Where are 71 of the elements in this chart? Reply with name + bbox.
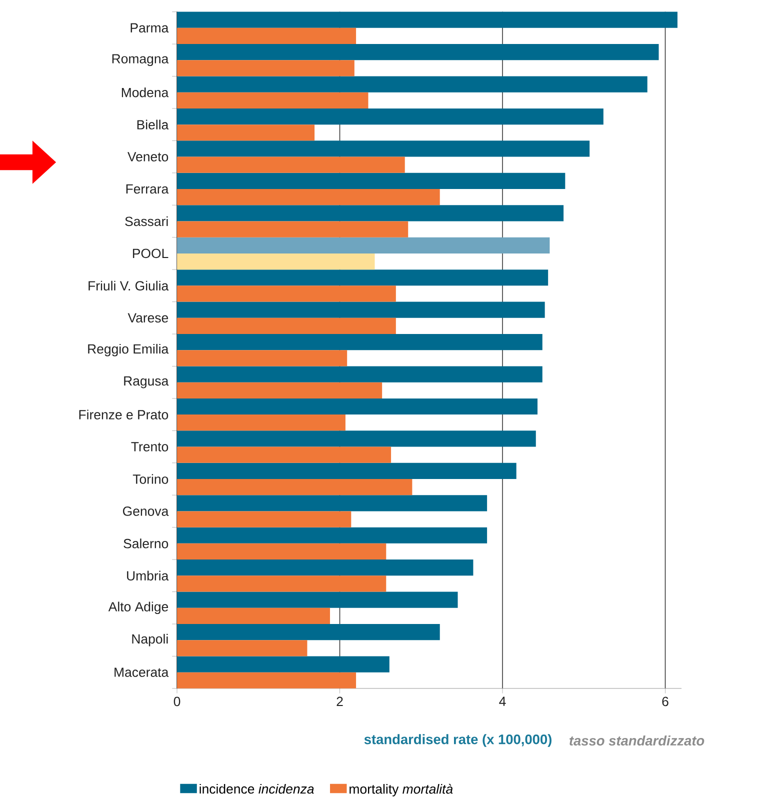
bar xyxy=(177,270,548,286)
bar xyxy=(177,543,386,560)
bar xyxy=(177,44,659,60)
bar xyxy=(177,189,440,206)
y-tick-label: Torino xyxy=(132,474,168,484)
y-tick-label: Parma xyxy=(130,23,169,33)
y-tick-label: Trento xyxy=(131,442,168,452)
bar xyxy=(177,446,392,463)
x-axis-title: standardised rate (x 100,000) xyxy=(364,734,552,747)
bar xyxy=(177,608,330,624)
x-tick-label: 4 xyxy=(499,696,506,706)
bar xyxy=(177,366,542,382)
y-tick-label: Romagna xyxy=(112,54,169,66)
y-tick-label: Napoli xyxy=(132,634,168,646)
bar xyxy=(177,237,550,254)
text: tasso standardizzato xyxy=(570,735,704,746)
y-tick-label: Ragusa xyxy=(124,376,169,388)
bar xyxy=(177,478,412,496)
bar xyxy=(177,140,590,157)
bar xyxy=(177,28,356,44)
legend-label: incidence incidenza xyxy=(200,784,314,794)
y-tick-label: Genova xyxy=(123,506,169,516)
bar xyxy=(177,576,386,592)
bar xyxy=(177,350,348,366)
bar xyxy=(177,560,474,576)
y-tick-label: Sassari xyxy=(125,216,168,226)
y-tick-label: POOL xyxy=(133,248,168,258)
y-tick-label: Biella xyxy=(137,120,169,130)
bar xyxy=(177,414,346,431)
y-tick-label: Friuli V. Giulia xyxy=(88,280,169,291)
bar xyxy=(177,156,405,173)
y-tick-label: Ferrara xyxy=(126,184,169,194)
y-tick-label: Firenze e Prato xyxy=(79,410,168,420)
y-tick-label: Macerata xyxy=(114,668,169,677)
bar xyxy=(177,398,538,415)
bar xyxy=(177,253,375,270)
bar xyxy=(177,656,390,672)
y-tick-label: Veneto xyxy=(128,152,168,162)
y-tick-label: Modena xyxy=(122,87,169,98)
bar xyxy=(177,511,352,528)
x-tick-label: 0 xyxy=(174,696,180,706)
bar xyxy=(177,286,396,302)
bar xyxy=(177,76,648,92)
bar xyxy=(177,430,536,447)
bar xyxy=(177,640,308,656)
y-tick-label: Varese xyxy=(128,313,168,322)
bar xyxy=(177,92,368,108)
y-tick-label: Alto Adige xyxy=(108,602,168,614)
y-tick-label: Umbria xyxy=(127,570,169,581)
bar xyxy=(177,12,678,28)
bar xyxy=(177,172,566,190)
bar xyxy=(177,495,488,512)
bar xyxy=(177,334,542,350)
bar xyxy=(177,672,356,688)
bar xyxy=(177,318,396,334)
bar xyxy=(177,527,488,544)
y-tick-label: Salerno xyxy=(124,538,168,548)
bar xyxy=(177,205,564,222)
y-tick-label: Reggio Emilia xyxy=(88,344,169,356)
bar xyxy=(177,60,354,76)
bar xyxy=(177,462,516,479)
bar xyxy=(177,592,458,608)
bar xyxy=(177,302,545,318)
x-tick-label: 6 xyxy=(662,696,668,706)
legend-label: mortality mortalità xyxy=(350,784,453,796)
bar xyxy=(177,221,408,238)
bar xyxy=(177,382,382,398)
x-tick-label: 2 xyxy=(336,696,343,706)
bar xyxy=(177,124,315,141)
bar xyxy=(177,108,604,125)
bar xyxy=(177,624,440,640)
